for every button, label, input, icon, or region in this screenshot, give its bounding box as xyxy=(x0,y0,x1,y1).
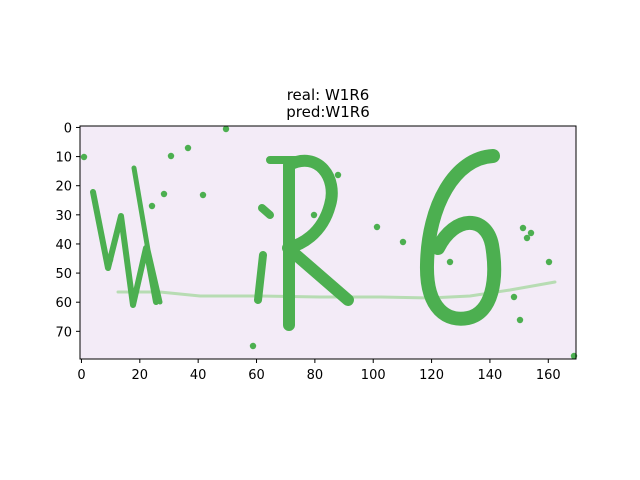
y-tick-label: 30 xyxy=(55,209,72,224)
noise-dot xyxy=(399,238,407,246)
y-tick-label: 0 xyxy=(64,121,72,136)
noise-dot xyxy=(249,342,257,350)
title-pred: pred:W1R6 xyxy=(286,103,370,121)
y-axis: 0 10 20 30 40 50 60 70 xyxy=(55,121,80,340)
noise-dot xyxy=(148,202,156,210)
y-tick-label: 10 xyxy=(55,151,72,166)
x-tick-label: 100 xyxy=(361,368,386,383)
noise-dot xyxy=(446,258,454,266)
x-tick-label: 0 xyxy=(77,368,85,383)
noise-dot xyxy=(523,234,531,242)
x-tick-label: 20 xyxy=(132,368,149,383)
title-real: real: W1R6 xyxy=(287,86,370,104)
noise-dot xyxy=(373,223,381,231)
plot-frame xyxy=(79,125,577,360)
noise-dot xyxy=(222,125,230,133)
noise-dot xyxy=(160,190,168,198)
x-tick-label: 60 xyxy=(248,368,265,383)
noise-dot xyxy=(199,191,207,199)
noise-dot xyxy=(310,211,318,219)
noise-dot xyxy=(545,258,553,266)
glyph-1 xyxy=(131,165,163,305)
noise-dot xyxy=(519,224,527,232)
y-tick-label: 70 xyxy=(55,325,72,340)
noise-dot xyxy=(334,171,342,179)
x-tick-label: 80 xyxy=(307,368,324,383)
glyph-r xyxy=(282,154,354,331)
noise-dot xyxy=(527,229,535,237)
y-tick-label: 60 xyxy=(55,296,72,311)
y-tick-label: 20 xyxy=(55,180,72,195)
noise-line xyxy=(116,280,557,300)
glyph-r-serif xyxy=(254,156,300,304)
x-axis: 0 20 40 60 80 100 120 140 160 xyxy=(77,359,561,383)
glyph-6 xyxy=(419,149,502,326)
image-background xyxy=(80,126,576,359)
y-tick-label: 40 xyxy=(55,238,72,253)
noise-dot xyxy=(516,316,524,324)
noise-dot xyxy=(184,144,192,152)
noise-dot xyxy=(167,152,175,160)
y-tick-label: 50 xyxy=(55,267,72,282)
x-tick-label: 160 xyxy=(536,368,561,383)
x-tick-label: 40 xyxy=(190,368,207,383)
captcha-image xyxy=(79,125,578,360)
x-tick-label: 140 xyxy=(478,368,503,383)
x-tick-label: 120 xyxy=(419,368,444,383)
noise-dot xyxy=(510,293,518,301)
noise-dot xyxy=(80,153,88,161)
